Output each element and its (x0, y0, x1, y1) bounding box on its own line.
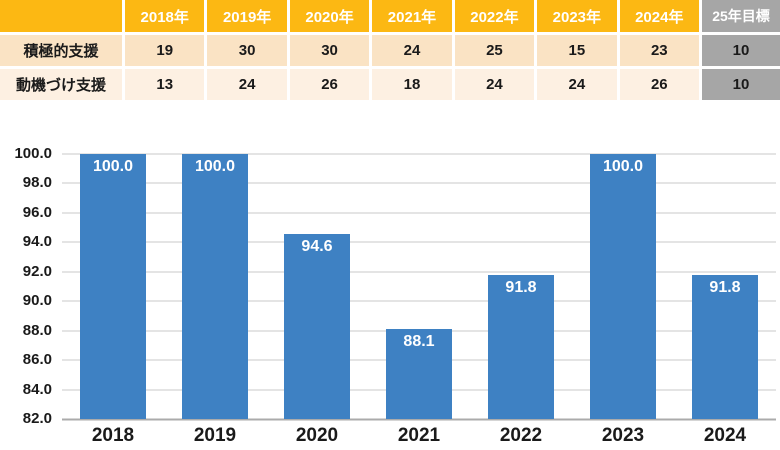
bar: 88.1 (386, 329, 452, 419)
target-value-cell: 10 (702, 69, 780, 100)
x-axis-tick-label: 2022 (499, 425, 543, 446)
bar: 94.6 (284, 233, 350, 419)
value-cell: 13 (125, 69, 205, 100)
year-header-cell: 2022年 (454, 0, 535, 32)
year-header-cell: 2019年 (207, 0, 287, 32)
support-table: 2018年 2019年 2020年 2021年 2022年 2023年 2024年 25年目標… (0, 0, 780, 100)
year-header-cell: 2018年 (125, 0, 205, 32)
bar-value-label: 100.0 (92, 158, 134, 175)
y-axis-tick-label: 100.0 (14, 145, 52, 162)
value-cell: 24 (372, 35, 452, 66)
plot-area: 100.0 100.0 94.6 88.1 91.8 100.0 91.8 (62, 153, 776, 421)
value-cell: 24 (207, 69, 287, 100)
bar-value-label: 91.8 (505, 278, 537, 296)
x-axis-tick-label: 2021 (397, 425, 441, 446)
value-cell: 30 (207, 35, 287, 66)
value-cell: 30 (289, 35, 370, 66)
y-axis-tick-label: 86.0 (22, 351, 52, 369)
bar-value-label: 88.1 (403, 333, 435, 351)
year-header-cell: 2024年 (619, 0, 699, 32)
value-cell: 26 (619, 69, 699, 100)
bar: 100.0 (80, 154, 146, 419)
y-axis-labels: 100.0 98.0 96.0 94.0 92.0 90.0 88.0 86.0 84.0 82.… (0, 145, 54, 427)
gridline (62, 300, 776, 302)
value-cell: 15 (537, 35, 617, 66)
bar-value-label: 100.0 (602, 158, 644, 175)
y-axis-tick-label: 82.0 (22, 410, 52, 427)
y-axis-tick-label: 92.0 (22, 262, 52, 280)
gridline (62, 271, 776, 273)
row-label-cell: 積極的支援 (0, 35, 122, 66)
y-axis-tick-label: 96.0 (22, 203, 52, 221)
gridline (62, 212, 776, 214)
y-axis-tick-label: 94.0 (22, 233, 52, 251)
bar-value-label: 100.0 (194, 158, 236, 175)
x-axis-tick-label: 2024 (703, 425, 747, 446)
bar: 100.0 (182, 154, 248, 419)
y-axis-tick-label: 98.0 (22, 174, 52, 192)
x-axis-labels: 2018 2019 2020 2021 2022 2023 2024 (62, 425, 776, 450)
bar: 100.0 (590, 154, 656, 419)
value-cell: 24 (537, 69, 617, 100)
year-header-cell: 2021年 (372, 0, 452, 32)
y-axis-tick-label: 84.0 (22, 380, 52, 398)
gridline (62, 182, 776, 184)
bar: 91.8 (488, 274, 554, 419)
value-cell: 26 (289, 69, 370, 100)
target-header-cell: 25年目標 (702, 0, 780, 32)
bar: 91.8 (692, 274, 758, 419)
gridline (62, 241, 776, 243)
gridline (62, 418, 776, 421)
value-cell: 23 (619, 35, 699, 66)
value-cell: 18 (372, 69, 452, 100)
target-value-cell: 10 (702, 35, 780, 66)
value-cell: 25 (454, 35, 535, 66)
achievement-rate-bar-chart: 100.0 98.0 96.0 94.0 92.0 90.0 88.0 86.0 84.0 82.… (0, 130, 780, 450)
x-axis-tick-label: 2019 (193, 425, 237, 446)
gridline (62, 153, 776, 155)
bar-value-label: 94.6 (301, 237, 333, 255)
x-axis-tick-label: 2023 (601, 425, 645, 446)
y-axis-tick-label: 88.0 (22, 321, 52, 339)
x-axis-tick-label: 2018 (91, 425, 135, 446)
value-cell: 19 (125, 35, 205, 66)
bar-value-label: 91.8 (709, 278, 741, 296)
row-label-cell: 動機づけ支援 (0, 69, 122, 100)
x-axis-tick-label: 2020 (295, 425, 339, 446)
year-header-cell: 2020年 (289, 0, 370, 32)
value-cell: 24 (454, 69, 535, 100)
y-axis-tick-label: 90.0 (22, 292, 52, 310)
year-header-cell: 2023年 (537, 0, 617, 32)
table-corner-cell (0, 0, 122, 32)
